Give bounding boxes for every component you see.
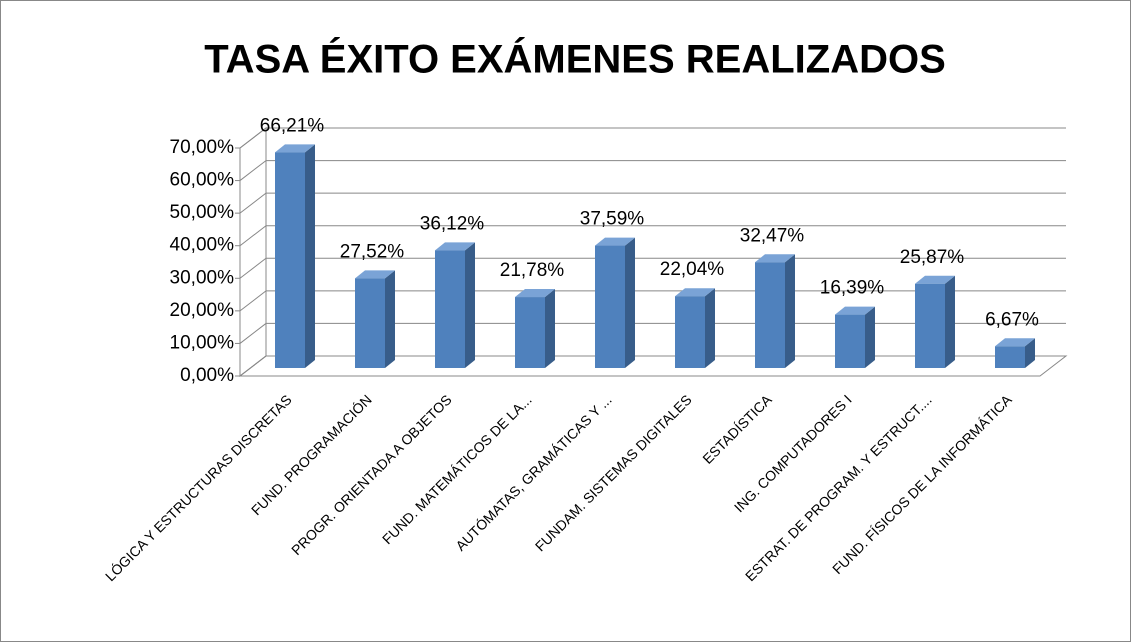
grid-line: [239, 225, 1066, 247]
value-label: 37,59%: [580, 209, 645, 230]
chart-title: TASA ÉXITO EXÁMENES REALIZADOS: [204, 37, 946, 82]
value-label: 16,39%: [820, 278, 885, 299]
bar-side: [705, 288, 715, 368]
bar-top: [675, 288, 715, 297]
bar-front: [355, 278, 385, 368]
bar-front: [915, 283, 945, 368]
y-tick-label: 20,00%: [170, 300, 235, 321]
bar-side: [785, 254, 795, 368]
bar: [995, 338, 1035, 368]
bar-front: [835, 314, 865, 368]
bar-top: [595, 237, 635, 246]
bar-side: [545, 289, 555, 368]
bar: [835, 306, 875, 368]
bar: [355, 270, 395, 368]
y-tick-label: 60,00%: [170, 170, 235, 191]
bar-top: [355, 270, 395, 279]
y-tick-label: 30,00%: [170, 267, 235, 288]
bar: [915, 275, 955, 368]
bar-side: [305, 144, 315, 368]
bar-front: [595, 245, 625, 368]
bar-front: [755, 262, 785, 368]
bar-side: [1025, 338, 1035, 368]
bar-top: [755, 254, 795, 263]
bar-front: [995, 346, 1025, 368]
bar: [515, 289, 555, 368]
bar-side: [625, 237, 635, 368]
grid-line: [239, 290, 1066, 312]
bar: [675, 288, 715, 368]
bar-top: [435, 242, 475, 251]
value-label: 32,47%: [740, 225, 805, 246]
bar-front: [515, 297, 545, 368]
value-label: 66,21%: [260, 115, 325, 136]
y-tick-label: 10,00%: [170, 332, 235, 353]
bar-top: [915, 275, 955, 284]
grid-line: [239, 192, 1066, 214]
value-label: 21,78%: [500, 260, 565, 281]
value-label: 27,52%: [340, 241, 405, 262]
bar-front: [275, 152, 305, 368]
bar: [595, 237, 635, 368]
grid-line: [239, 322, 1066, 344]
bar: [275, 144, 315, 368]
bar: [435, 242, 475, 368]
bar-side: [945, 275, 955, 368]
grid-line: [239, 127, 1066, 149]
grid-line: [239, 355, 1066, 377]
y-tick-label: 0,00%: [180, 365, 234, 386]
bar-side: [385, 270, 395, 368]
value-label: 6,67%: [985, 309, 1039, 330]
bar-front: [435, 250, 465, 368]
grid-line: [239, 160, 1066, 181]
bar-side: [465, 242, 475, 368]
y-tick-label: 50,00%: [170, 202, 235, 223]
value-label: 25,87%: [900, 247, 965, 268]
y-tick-label: 40,00%: [170, 235, 235, 256]
bar-top: [995, 338, 1035, 347]
y-tick-label: 70,00%: [170, 137, 235, 158]
bar: [755, 254, 795, 368]
bar-side: [865, 306, 875, 368]
bar-top: [275, 144, 315, 153]
bar-front: [675, 296, 705, 368]
bar-top: [835, 306, 875, 315]
bar-top: [515, 289, 555, 298]
grid-line: [239, 257, 1066, 279]
value-label: 36,12%: [420, 213, 485, 234]
value-label: 22,04%: [660, 259, 725, 280]
